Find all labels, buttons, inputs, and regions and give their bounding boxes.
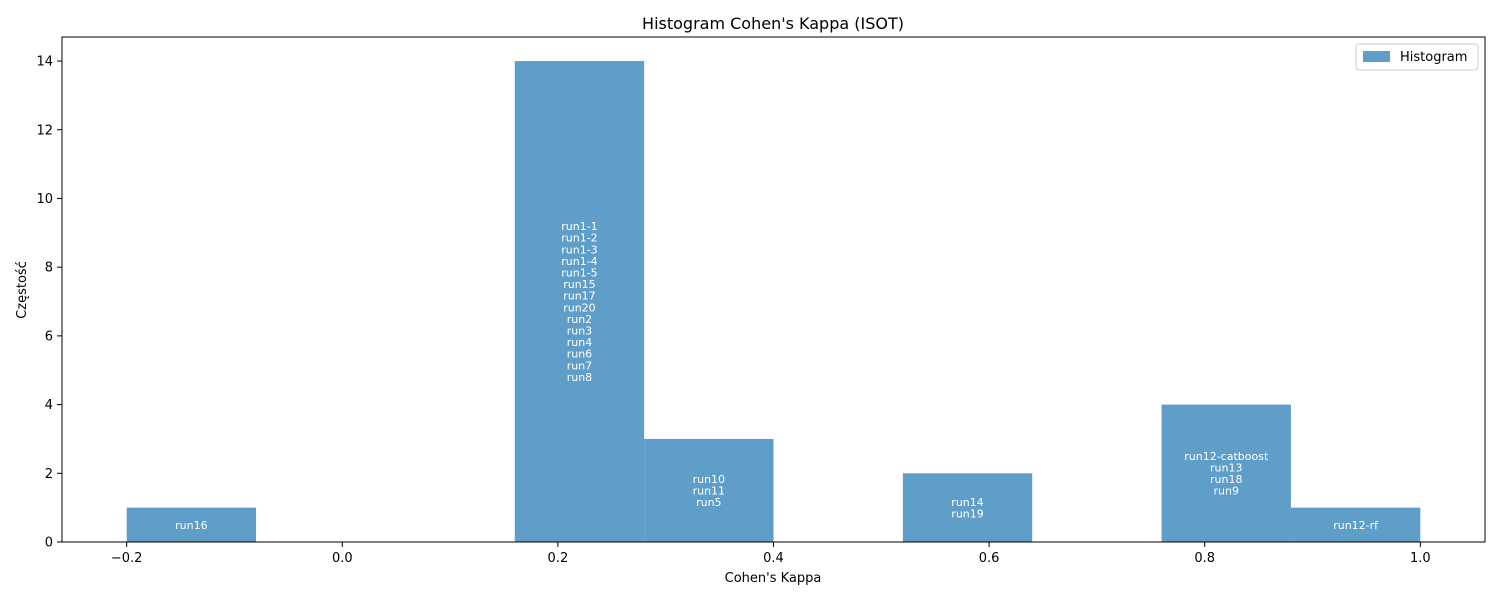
bar-label: run18 <box>1210 473 1242 486</box>
y-tick-label: 8 <box>45 261 53 276</box>
bar-label: run17 <box>563 290 595 303</box>
legend: Histogram <box>1355 43 1479 71</box>
bar-label: run1-5 <box>561 267 597 280</box>
legend-box <box>1355 43 1479 71</box>
y-tick-label: 0 <box>45 536 53 551</box>
bar-label: run12-rf <box>1333 519 1379 532</box>
y-tick-label: 6 <box>45 329 53 344</box>
bar-label: run1-4 <box>561 255 597 268</box>
bar-label: run1-3 <box>561 243 597 256</box>
bar-label: run5 <box>696 496 721 509</box>
bar <box>1161 404 1291 542</box>
bar-label: run15 <box>563 278 595 291</box>
y-tick-label: 2 <box>45 467 53 482</box>
y-tick-label: 10 <box>36 192 53 207</box>
x-axis-label: Cohen's Kappa <box>725 571 822 586</box>
bar-label: run3 <box>567 325 592 338</box>
legend-swatch <box>1363 51 1390 62</box>
y-tick-label: 14 <box>36 55 53 70</box>
bar <box>644 438 774 542</box>
x-tick-label: 0.6 <box>979 551 1000 566</box>
x-axis: −0.2 0.0 0.2 0.4 0.6 0.8 1.0 <box>111 542 1431 566</box>
y-axis-label: Częstość <box>15 261 30 319</box>
bar-label: run14 <box>951 496 983 509</box>
bar-label: run7 <box>567 359 592 372</box>
bar <box>514 61 645 543</box>
bar-labels-layer: run16 run1-1run1-2run1-3run1-4run1-5run15… <box>175 220 1379 532</box>
x-tick-label: 0.0 <box>332 551 353 566</box>
bar-label: run1-2 <box>561 232 597 245</box>
bar <box>1290 507 1421 542</box>
bar-label: run19 <box>951 507 983 520</box>
y-axis: 0 2 4 6 8 10 12 14 <box>36 55 62 551</box>
x-tick-label: 0.4 <box>763 551 784 566</box>
x-tick-label: 0.8 <box>1194 551 1215 566</box>
bar-label: run10 <box>693 473 725 486</box>
bar <box>126 507 257 542</box>
bar <box>902 473 1033 542</box>
legend-label: Histogram <box>1400 50 1467 65</box>
x-tick-label: 0.2 <box>548 551 569 566</box>
y-tick-label: 4 <box>45 398 53 413</box>
bar-label: run9 <box>1214 485 1239 498</box>
y-tick-label: 12 <box>36 123 53 138</box>
bars-layer <box>126 61 1421 543</box>
bar-label: run6 <box>567 348 592 361</box>
bar-label: run8 <box>567 371 592 384</box>
bar-label: run11 <box>693 484 725 497</box>
bar-label: run13 <box>1210 461 1242 474</box>
bar-label: run16 <box>175 519 207 532</box>
bar-label: run12-catboost <box>1184 450 1269 463</box>
x-tick-label: −0.2 <box>111 551 143 566</box>
bar-label: run2 <box>567 313 592 326</box>
bar-label: run1-1 <box>561 220 597 233</box>
bar-label: run20 <box>563 301 595 314</box>
bar-label: run4 <box>567 336 592 349</box>
chart-title: Histogram Cohen's Kappa (ISOT) <box>642 14 904 33</box>
x-tick-label: 1.0 <box>1410 551 1431 566</box>
